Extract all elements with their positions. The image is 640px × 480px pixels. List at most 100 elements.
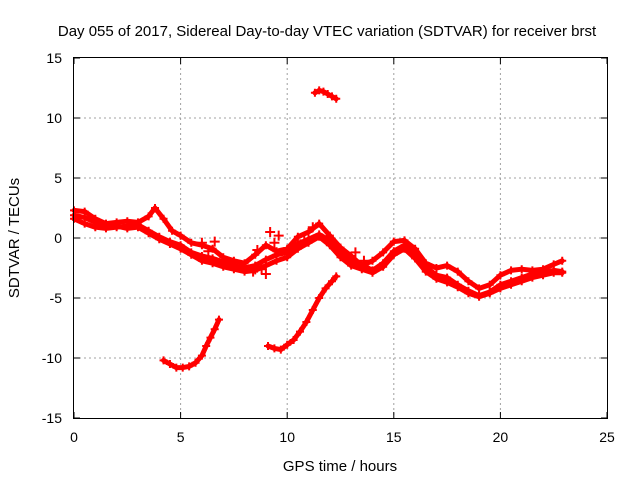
data-point [315, 294, 324, 302]
data-point [558, 256, 567, 265]
data-point [421, 267, 430, 276]
series-trace [71, 205, 565, 291]
data-point [453, 267, 462, 276]
data-point [91, 218, 100, 227]
data-point [133, 223, 142, 232]
data-point [159, 214, 168, 223]
data-point [336, 253, 345, 262]
data-point [307, 222, 318, 233]
data-point [347, 261, 356, 270]
series-arc-b [264, 272, 341, 354]
series-layer [70, 86, 567, 372]
data-point [485, 289, 494, 298]
data-point [252, 245, 263, 255]
data-point [327, 92, 336, 101]
data-point [368, 268, 377, 277]
x-tick-label: 20 [493, 429, 509, 445]
data-point [229, 265, 238, 274]
data-point [558, 268, 567, 277]
data-point [196, 237, 207, 248]
data-point [178, 363, 187, 372]
data-point [261, 241, 270, 250]
data-point [80, 213, 89, 222]
data-point [159, 356, 168, 365]
data-point [379, 262, 388, 271]
data-point [350, 247, 361, 258]
series-band-main-3 [70, 211, 567, 301]
data-point [256, 264, 267, 275]
data-point [321, 284, 330, 293]
data-point [299, 235, 310, 246]
data-point [517, 265, 526, 274]
data-point [176, 244, 185, 253]
data-point [202, 342, 211, 350]
x-tick-label: 10 [279, 429, 295, 445]
data-point [323, 90, 332, 98]
data-point [210, 325, 219, 334]
data-point [475, 284, 484, 293]
data-point [144, 212, 153, 221]
y-tick-label: 5 [54, 170, 62, 186]
data-point [197, 351, 206, 360]
data-point [358, 255, 369, 266]
data-point [432, 274, 441, 283]
data-point [389, 237, 398, 246]
data-point [283, 253, 292, 262]
data-point [443, 278, 452, 287]
data-point [327, 277, 336, 286]
data-point [432, 264, 441, 272]
data-point [304, 228, 313, 236]
series-arc-c [310, 86, 341, 103]
data-point [265, 227, 276, 237]
data-point [187, 250, 196, 259]
data-point [464, 289, 473, 298]
y-tick-label: -15 [42, 410, 62, 426]
data-point [379, 248, 388, 257]
data-point [507, 266, 516, 275]
data-point [475, 292, 484, 301]
data-point [310, 88, 319, 97]
x-tick-label: 15 [386, 429, 402, 445]
data-point [248, 266, 259, 277]
data-point [240, 267, 249, 276]
data-point [332, 272, 341, 281]
data-point [507, 280, 516, 289]
data-point [264, 342, 273, 350]
data-point [203, 246, 214, 257]
data-point [302, 318, 311, 326]
data-point [123, 224, 132, 233]
data-point [315, 86, 324, 95]
data-point [187, 238, 196, 247]
data-point [464, 277, 473, 286]
data-point [517, 277, 526, 286]
data-point [315, 219, 324, 228]
data-point [496, 271, 505, 280]
y-tick-label: 0 [54, 230, 62, 246]
x-tick-label: 25 [599, 429, 615, 445]
data-point [453, 283, 462, 292]
data-point [214, 315, 223, 324]
data-point [112, 222, 121, 230]
data-point [319, 87, 328, 96]
data-point [332, 94, 341, 103]
y-tick-label: -10 [42, 350, 62, 366]
data-point [151, 204, 160, 212]
data-point [208, 259, 217, 268]
data-point [308, 306, 317, 314]
series-band-main-1 [70, 204, 567, 293]
data-point [165, 240, 174, 248]
data-point [191, 358, 200, 367]
data-point [295, 327, 304, 336]
data-point [272, 256, 281, 265]
data-point [528, 273, 537, 282]
data-point [325, 241, 334, 250]
data-point [496, 284, 505, 293]
x-tick-label: 5 [177, 429, 185, 445]
chart-title: Day 055 of 2017, Sidereal Day-to-day VTE… [58, 23, 597, 40]
data-point [176, 231, 185, 240]
data-point [206, 333, 215, 342]
data-point [400, 244, 409, 253]
x-axis-title: GPS time / hours [283, 458, 397, 475]
data-point [389, 250, 398, 259]
